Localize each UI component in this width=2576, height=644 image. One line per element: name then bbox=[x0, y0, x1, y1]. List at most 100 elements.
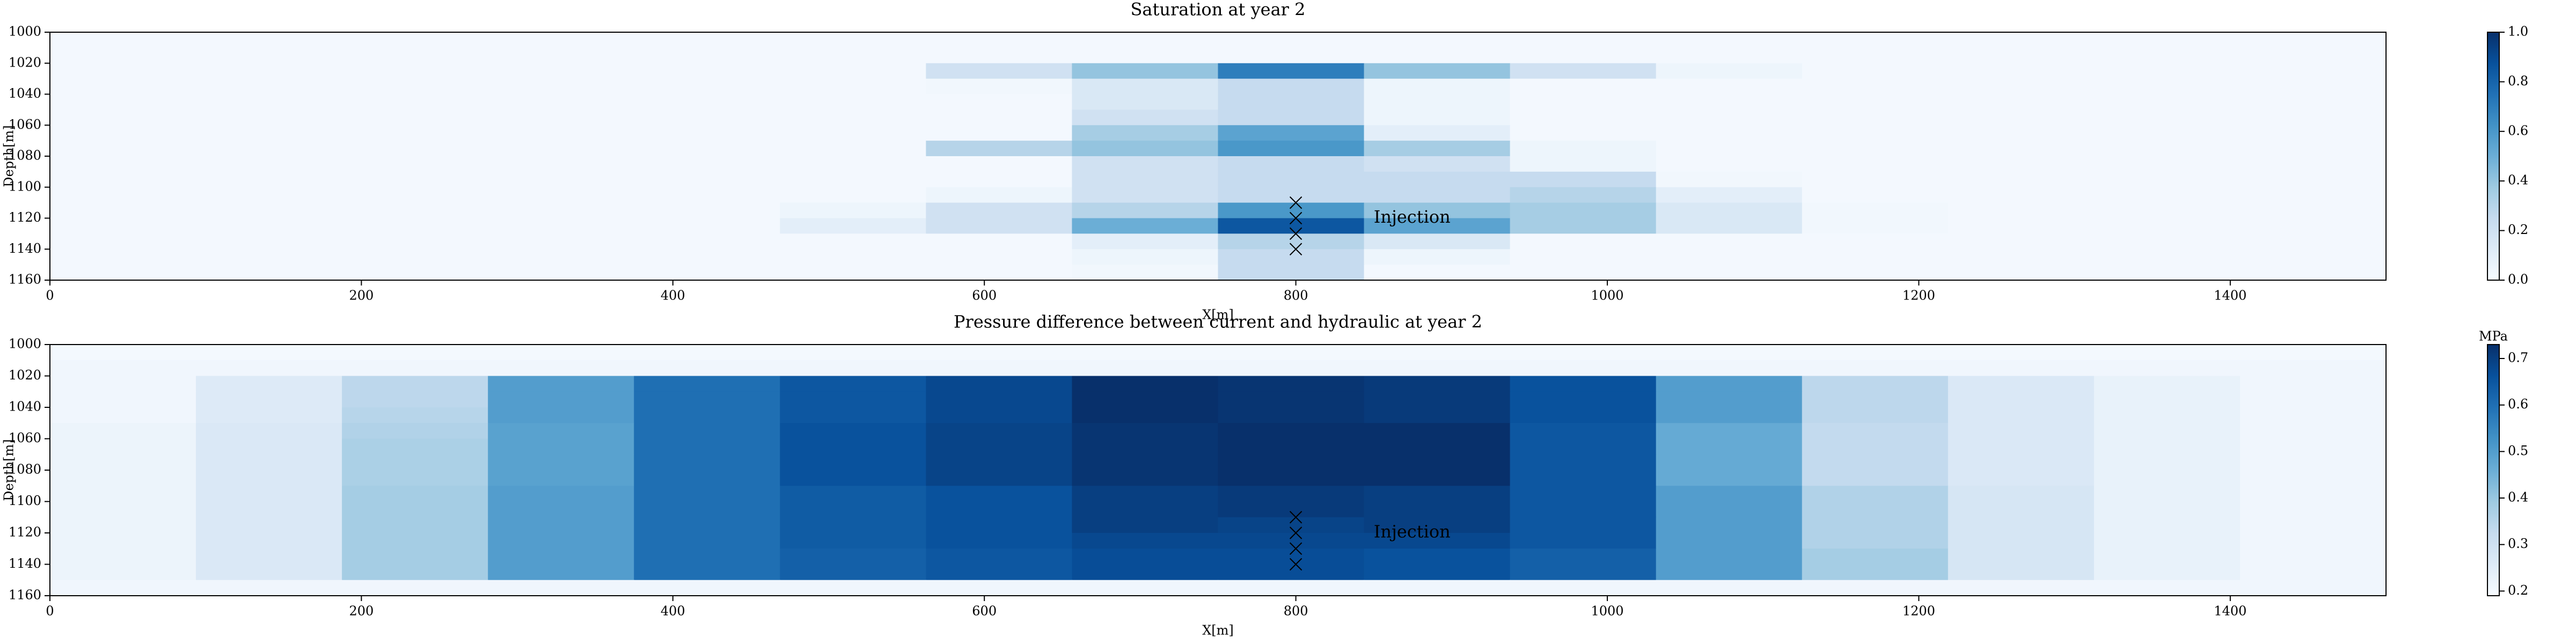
heat-cell bbox=[1510, 564, 1657, 581]
heat-cell bbox=[1218, 265, 1365, 281]
heat-cell bbox=[634, 109, 780, 126]
heat-cell bbox=[1364, 470, 1511, 486]
heat-cell bbox=[1218, 125, 1365, 141]
heat-cell bbox=[342, 187, 488, 203]
heat-cell bbox=[1656, 438, 1803, 455]
heat-cell bbox=[1802, 345, 1949, 361]
heat-cell bbox=[1656, 391, 1803, 408]
y-tick-label: 1060 bbox=[9, 430, 41, 445]
heat-cell bbox=[342, 202, 488, 219]
heat-cell bbox=[2240, 32, 2387, 48]
heat-cell bbox=[1218, 564, 1365, 581]
heat-cell bbox=[2240, 218, 2387, 234]
heat-cell bbox=[488, 454, 634, 471]
heat-cell bbox=[1218, 109, 1365, 126]
heat-cell bbox=[1802, 187, 1949, 203]
heat-cell bbox=[1802, 438, 1949, 455]
heat-cell bbox=[50, 109, 196, 126]
heat-cell bbox=[1510, 63, 1657, 79]
heat-cell bbox=[926, 345, 1073, 361]
heat-cell bbox=[1656, 141, 1803, 157]
x-tick-label: 1200 bbox=[1902, 604, 1935, 619]
heat-cell bbox=[634, 63, 780, 79]
heat-cell bbox=[780, 32, 926, 48]
heat-cell bbox=[196, 218, 342, 234]
heat-cell bbox=[1364, 32, 1511, 48]
heat-cell bbox=[2094, 156, 2241, 172]
heat-cell bbox=[1364, 63, 1511, 79]
heat-cell bbox=[1948, 533, 2095, 549]
heat-cell bbox=[1510, 109, 1657, 126]
heat-cell bbox=[1218, 233, 1365, 250]
heat-cell bbox=[1072, 63, 1219, 79]
heat-cell bbox=[50, 94, 196, 110]
heat-cell bbox=[1364, 265, 1511, 281]
heat-cell bbox=[1802, 533, 1949, 549]
heat-cell bbox=[634, 218, 780, 234]
heat-cell bbox=[1364, 517, 1511, 533]
heat-cell bbox=[488, 187, 634, 203]
heat-cell bbox=[780, 47, 926, 64]
heat-cell bbox=[50, 438, 196, 455]
heat-cell bbox=[1364, 376, 1511, 392]
heat-cell bbox=[926, 47, 1073, 64]
heat-cell bbox=[1510, 407, 1657, 423]
heat-cell bbox=[2240, 517, 2387, 533]
heat-cell bbox=[1510, 454, 1657, 471]
heat-cell bbox=[342, 438, 488, 455]
heat-cell bbox=[1218, 454, 1365, 471]
heat-cell bbox=[1802, 125, 1949, 141]
heat-cell bbox=[50, 233, 196, 250]
heat-cell bbox=[1656, 548, 1803, 565]
heat-cell bbox=[342, 376, 488, 392]
heat-cell bbox=[488, 376, 634, 392]
heat-cell bbox=[926, 218, 1073, 234]
heat-cell bbox=[1364, 141, 1511, 157]
heat-cell bbox=[780, 345, 926, 361]
heat-cell bbox=[1218, 376, 1365, 392]
heat-cell bbox=[1218, 438, 1365, 455]
injection-marker bbox=[1289, 558, 1302, 571]
heat-cell bbox=[196, 345, 342, 361]
heat-cell bbox=[1948, 423, 2095, 440]
heat-cell bbox=[634, 423, 780, 440]
heat-cell bbox=[2094, 391, 2241, 408]
heat-cell bbox=[1656, 249, 1803, 265]
heat-cell bbox=[1072, 548, 1219, 565]
heat-cell bbox=[926, 141, 1073, 157]
heat-cell bbox=[634, 202, 780, 219]
heat-cell bbox=[196, 141, 342, 157]
heat-cell bbox=[634, 454, 780, 471]
heat-cell bbox=[1072, 517, 1219, 533]
heat-cell bbox=[1656, 202, 1803, 219]
heat-cell bbox=[1656, 171, 1803, 188]
x-tick-label: 1000 bbox=[1591, 604, 1623, 619]
heat-cell bbox=[1510, 47, 1657, 64]
heat-cell bbox=[926, 78, 1073, 95]
heat-cell bbox=[2240, 423, 2387, 440]
heat-cell bbox=[196, 517, 342, 533]
heat-cell bbox=[1802, 360, 1949, 377]
heat-cell bbox=[50, 580, 196, 596]
heat-cell bbox=[488, 233, 634, 250]
x-tick-label: 1400 bbox=[2214, 288, 2246, 303]
heat-cell bbox=[1510, 580, 1657, 596]
heat-cell bbox=[196, 486, 342, 502]
heat-cell bbox=[1072, 187, 1219, 203]
y-tick-label: 1100 bbox=[9, 179, 41, 194]
heat-cell bbox=[50, 32, 196, 48]
y-tick-label: 1140 bbox=[9, 556, 41, 571]
heat-cell bbox=[1948, 438, 2095, 455]
heat-cell bbox=[50, 218, 196, 234]
heat-cell bbox=[50, 141, 196, 157]
heat-cell bbox=[926, 63, 1073, 79]
heat-cell bbox=[1510, 345, 1657, 361]
heat-cell bbox=[1072, 407, 1219, 423]
heat-cell bbox=[50, 125, 196, 141]
heat-cell bbox=[342, 407, 488, 423]
heat-cell bbox=[342, 63, 488, 79]
heat-cell bbox=[780, 249, 926, 265]
heat-cell bbox=[1072, 533, 1219, 549]
heat-cell bbox=[488, 438, 634, 455]
heat-cell bbox=[1802, 32, 1949, 48]
